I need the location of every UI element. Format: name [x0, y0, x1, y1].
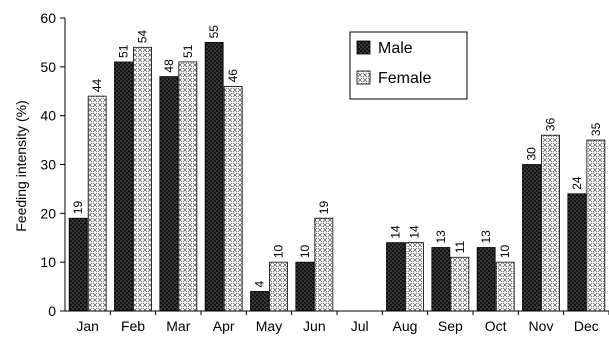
y-axis-title-group: Feeding intensity (%): [13, 100, 29, 232]
data-label-female-apr: 46: [226, 69, 240, 83]
y-tick-label: 40: [40, 108, 56, 124]
data-label-male-apr: 55: [207, 25, 221, 39]
data-label-male-oct: 13: [479, 230, 493, 244]
bar-male-jan: [68, 217, 88, 312]
bar-female-aug: [405, 242, 424, 312]
data-label-female-mar: 51: [181, 44, 195, 58]
x-tick-label: Mar: [166, 318, 190, 334]
data-label-female-jan: 44: [90, 78, 104, 92]
bar-male-may: [250, 291, 269, 312]
x-axis-ticks: Jan Feb Mar Apr May Jun Jul Aug Sep Oct Nov Dec: [76, 311, 609, 334]
bar-male-dec: [567, 193, 587, 312]
legend-swatch-male: [356, 40, 371, 55]
legend: Male Female: [349, 31, 468, 100]
x-tick-label: Aug: [393, 318, 418, 334]
bar-male-mar: [159, 76, 179, 312]
legend-label-male: Male: [378, 40, 413, 57]
data-label-female-may: 10: [272, 244, 286, 258]
bar-female-oct: [495, 261, 515, 312]
bar-male-apr: [204, 42, 224, 312]
data-labels: 19 44 51 54 48 51 55 46 4 10 10 19 14 14 13 11 13 10 30 36 2…: [71, 25, 603, 288]
y-axis-title: Feeding intensity (%): [13, 100, 29, 232]
bar-female-sep: [450, 256, 470, 312]
y-tick-label: 60: [40, 10, 56, 26]
data-label-female-aug: 14: [408, 225, 422, 239]
bar-female-feb: [133, 46, 152, 312]
y-tick-label: 30: [40, 157, 56, 173]
bar-female-dec: [586, 139, 606, 312]
bar-male-sep: [431, 247, 451, 312]
x-tick-label: Feb: [121, 318, 145, 334]
data-label-female-dec: 35: [589, 122, 603, 136]
data-label-female-oct: 10: [498, 244, 512, 258]
x-tick-label: Nov: [529, 318, 554, 334]
data-label-male-jan: 19: [71, 201, 85, 215]
bars: [68, 42, 606, 312]
data-label-male-jun: 10: [298, 244, 312, 258]
bar-male-nov: [522, 164, 541, 312]
bar-male-oct: [476, 247, 496, 312]
x-tick-label: Dec: [574, 318, 599, 334]
bar-male-jun: [295, 261, 315, 312]
bar-female-apr: [223, 85, 243, 312]
y-tick-label: 10: [40, 254, 56, 270]
y-axis-ticks: 0 10 20 30 40 50 60: [40, 10, 65, 319]
x-tick-label: Jan: [76, 318, 99, 334]
data-label-male-nov: 30: [525, 147, 539, 161]
data-label-male-may: 4: [253, 280, 267, 287]
bar-female-nov: [541, 134, 560, 312]
y-tick-label: 50: [40, 59, 56, 75]
bar-female-jun: [314, 217, 334, 312]
bar-male-feb: [114, 61, 133, 312]
data-label-male-dec: 24: [570, 176, 584, 190]
x-tick-label: Jun: [303, 318, 326, 334]
x-tick-label: May: [256, 318, 282, 334]
y-tick-label: 0: [48, 303, 56, 319]
x-tick-label: Oct: [485, 318, 507, 334]
bar-female-jan: [87, 95, 107, 312]
bar-male-aug: [386, 242, 405, 312]
data-label-female-nov: 36: [544, 118, 558, 132]
bar-female-mar: [178, 61, 198, 312]
data-label-female-feb: 54: [136, 30, 150, 44]
bar-female-may: [269, 261, 288, 312]
x-tick-label: Apr: [213, 318, 235, 334]
data-label-male-mar: 48: [162, 59, 176, 73]
data-label-female-sep: 11: [453, 241, 467, 254]
data-label-male-sep: 13: [434, 230, 448, 244]
data-label-male-aug: 14: [389, 225, 403, 239]
data-label-male-feb: 51: [117, 44, 131, 58]
x-tick-label: Jul: [351, 318, 369, 334]
data-label-female-jun: 19: [317, 201, 331, 215]
legend-swatch-female: [356, 70, 371, 85]
x-tick-label: Sep: [438, 318, 463, 334]
legend-label-female: Female: [378, 70, 431, 87]
y-tick-label: 20: [40, 205, 56, 221]
